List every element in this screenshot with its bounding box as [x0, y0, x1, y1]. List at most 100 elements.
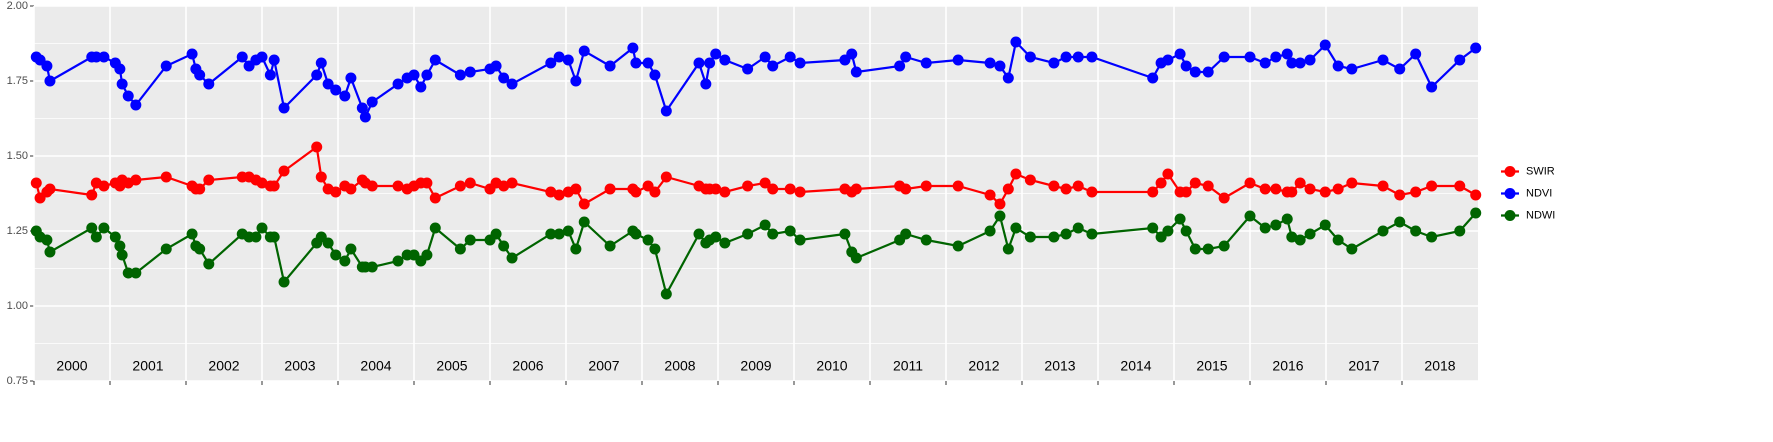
data-point — [429, 222, 441, 234]
data-point — [900, 51, 912, 63]
data-point — [920, 57, 932, 69]
data-point — [630, 186, 642, 198]
x-tick-label: 2017 — [1348, 358, 1379, 374]
data-point — [339, 255, 351, 267]
data-point — [464, 66, 476, 78]
data-point — [1259, 183, 1271, 195]
data-point — [920, 180, 932, 192]
y-tick-label: 0.75 — [7, 375, 28, 387]
data-point — [1294, 57, 1306, 69]
data-point — [256, 177, 268, 189]
data-point — [498, 72, 510, 84]
x-tick-label: 2018 — [1424, 358, 1455, 374]
data-point — [1147, 222, 1159, 234]
data-point — [1426, 180, 1438, 192]
data-point — [44, 246, 56, 258]
data-point — [604, 60, 616, 72]
data-point — [627, 42, 639, 54]
data-point — [1346, 177, 1358, 189]
data-point — [498, 240, 510, 252]
data-point — [1189, 243, 1201, 255]
data-point — [660, 288, 672, 300]
data-point — [784, 225, 796, 237]
data-point — [236, 51, 248, 63]
data-point — [330, 186, 342, 198]
data-point — [1060, 183, 1072, 195]
data-point — [1180, 186, 1192, 198]
data-point — [1072, 51, 1084, 63]
data-point — [454, 180, 466, 192]
data-point — [98, 180, 110, 192]
data-point — [1218, 192, 1230, 204]
data-point — [464, 234, 476, 246]
data-point — [1394, 189, 1406, 201]
data-point — [98, 222, 110, 234]
data-point — [794, 234, 806, 246]
data-point — [784, 183, 796, 195]
data-point — [710, 183, 722, 195]
data-point — [1218, 240, 1230, 252]
data-point — [1332, 60, 1344, 72]
data-point — [1202, 243, 1214, 255]
data-point — [742, 180, 754, 192]
x-tick-label: 2006 — [512, 358, 543, 374]
data-point — [1319, 39, 1331, 51]
data-point — [1410, 186, 1422, 198]
data-point — [186, 228, 198, 240]
data-point — [1189, 66, 1201, 78]
x-tick-label: 2013 — [1044, 358, 1075, 374]
data-point — [366, 96, 378, 108]
data-point — [454, 69, 466, 81]
data-point — [122, 90, 134, 102]
data-point — [700, 78, 712, 90]
data-point — [1086, 186, 1098, 198]
data-point — [1024, 174, 1036, 186]
x-tick-label: 2002 — [208, 358, 239, 374]
data-point — [1332, 234, 1344, 246]
x-tick-label: 2001 — [132, 358, 163, 374]
data-point — [1270, 219, 1282, 231]
data-point — [562, 225, 574, 237]
data-point — [759, 219, 771, 231]
data-point — [114, 240, 126, 252]
data-point — [784, 51, 796, 63]
data-point — [454, 243, 466, 255]
data-point — [278, 165, 290, 177]
data-point — [794, 186, 806, 198]
data-point — [44, 183, 56, 195]
x-tick-label: 2004 — [360, 358, 391, 374]
data-point — [742, 63, 754, 75]
x-tick-label: 2009 — [740, 358, 771, 374]
data-point — [767, 183, 779, 195]
data-point — [116, 249, 128, 261]
data-point — [1072, 222, 1084, 234]
data-point — [649, 186, 661, 198]
data-point — [1377, 225, 1389, 237]
data-point — [984, 189, 996, 201]
data-point — [846, 48, 858, 60]
data-point — [660, 171, 672, 183]
data-point — [429, 192, 441, 204]
data-point — [415, 81, 427, 93]
data-point — [952, 240, 964, 252]
data-point — [1281, 48, 1293, 60]
data-point — [1394, 63, 1406, 75]
data-point — [994, 60, 1006, 72]
data-point — [894, 60, 906, 72]
data-point — [1010, 222, 1022, 234]
data-point — [704, 57, 716, 69]
data-point — [90, 231, 102, 243]
data-point — [1162, 225, 1174, 237]
data-point — [1454, 180, 1466, 192]
data-point — [1410, 48, 1422, 60]
data-point — [30, 177, 42, 189]
data-point — [693, 57, 705, 69]
data-point — [839, 228, 851, 240]
data-point — [356, 102, 368, 114]
data-point — [1048, 57, 1060, 69]
data-point — [710, 48, 722, 60]
data-point — [366, 261, 378, 273]
data-point — [604, 183, 616, 195]
data-point — [900, 228, 912, 240]
x-tick-label: 2015 — [1196, 358, 1227, 374]
